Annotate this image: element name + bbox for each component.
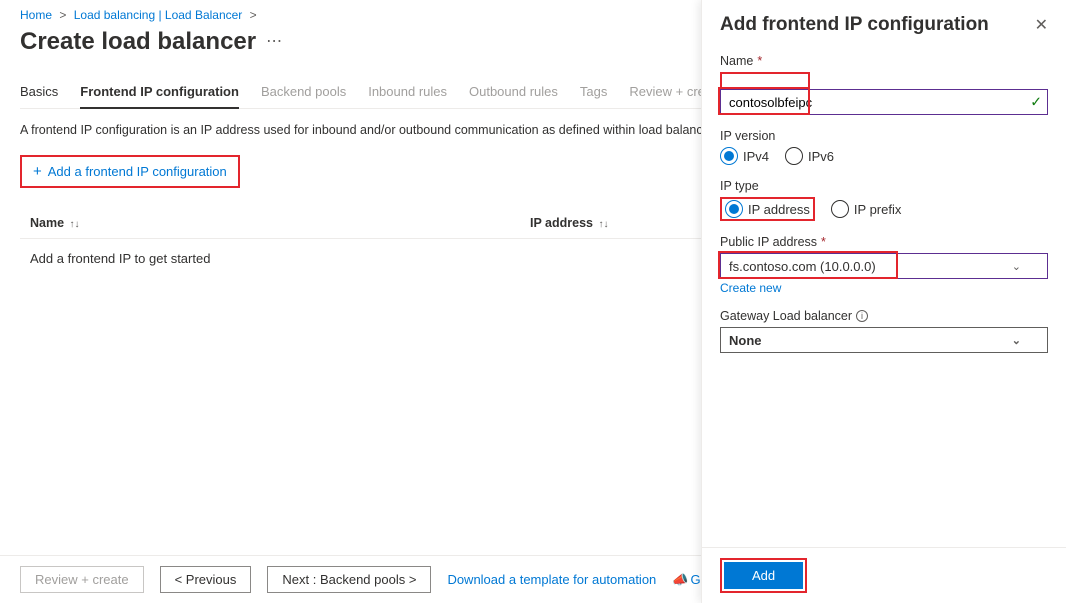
gateway-value: None <box>729 333 762 348</box>
radio-ip-address[interactable]: IP address <box>725 200 810 218</box>
feedback-icon: 📣 <box>672 572 688 587</box>
breadcrumb-lb[interactable]: Load balancing | Load Balancer <box>74 8 243 22</box>
name-label: Name* <box>720 54 1048 68</box>
tab-tags[interactable]: Tags <box>580 78 607 108</box>
public-ip-select[interactable]: fs.contoso.com (10.0.0.0) ⌄ <box>720 253 1048 279</box>
tab-backend-pools[interactable]: Backend pools <box>261 78 346 108</box>
next-button[interactable]: Next : Backend pools > <box>267 566 431 593</box>
create-new-link[interactable]: Create new <box>720 281 781 295</box>
ipversion-label: IP version <box>720 129 1048 143</box>
required-icon: * <box>757 54 762 68</box>
sort-icon: ↑↓ <box>599 219 609 230</box>
plus-icon: + <box>33 163 42 180</box>
public-ip-label: Public IP address* <box>720 235 1048 249</box>
radio-icon <box>785 147 803 165</box>
radio-ipv6[interactable]: IPv6 <box>785 147 834 165</box>
radio-ipv6-label: IPv6 <box>808 149 834 164</box>
add-frontend-ip-button[interactable]: + Add a frontend IP configuration <box>22 157 238 186</box>
tab-inbound-rules[interactable]: Inbound rules <box>368 78 447 108</box>
review-create-button[interactable]: Review + create <box>20 566 144 593</box>
radio-ip-prefix[interactable]: IP prefix <box>831 200 901 218</box>
chevron-down-icon: ⌄ <box>1012 260 1021 273</box>
gateway-label: Gateway Load balancer i <box>720 309 1048 323</box>
radio-icon <box>720 147 738 165</box>
radio-ip-address-label: IP address <box>748 202 810 217</box>
breadcrumb-home[interactable]: Home <box>20 8 52 22</box>
col-header-ip[interactable]: IP address ↑↓ <box>530 216 730 230</box>
radio-ipv4-label: IPv4 <box>743 149 769 164</box>
highlight-add-button: Add <box>720 558 807 593</box>
radio-ip-prefix-label: IP prefix <box>854 202 901 217</box>
add-frontend-ip-panel: Add frontend IP configuration ✕ Name* ✓ … <box>701 0 1066 603</box>
gateway-select[interactable]: None ⌄ <box>720 327 1048 353</box>
info-icon[interactable]: i <box>856 310 868 322</box>
tab-outbound-rules[interactable]: Outbound rules <box>469 78 558 108</box>
radio-icon <box>725 200 743 218</box>
add-frontend-ip-label: Add a frontend IP configuration <box>48 164 227 179</box>
col-ip-label: IP address <box>530 216 593 230</box>
radio-ipv4[interactable]: IPv4 <box>720 147 769 165</box>
iptype-label: IP type <box>720 179 1048 193</box>
name-input[interactable] <box>720 89 1048 115</box>
col-name-label: Name <box>30 216 64 230</box>
public-ip-value: fs.contoso.com (10.0.0.0) <box>729 259 876 274</box>
breadcrumb-sep: > <box>250 8 257 22</box>
tab-frontend-ip[interactable]: Frontend IP configuration <box>80 78 239 109</box>
check-icon: ✓ <box>1030 94 1042 111</box>
radio-icon <box>831 200 849 218</box>
tab-basics[interactable]: Basics <box>20 78 58 108</box>
close-icon[interactable]: ✕ <box>1035 15 1048 35</box>
highlight-add-frontend: + Add a frontend IP configuration <box>20 155 240 188</box>
chevron-down-icon: ⌄ <box>1012 334 1021 347</box>
panel-title: Add frontend IP configuration <box>720 14 989 36</box>
previous-button[interactable]: < Previous <box>160 566 252 593</box>
download-template-link[interactable]: Download a template for automation <box>447 572 656 587</box>
add-button[interactable]: Add <box>724 562 803 589</box>
breadcrumb-sep: > <box>59 8 66 22</box>
page-title: Create load balancer <box>20 28 256 56</box>
col-header-name[interactable]: Name ↑↓ <box>30 216 530 230</box>
highlight-ip-address-radio: IP address <box>720 197 815 221</box>
required-icon: * <box>821 235 826 249</box>
sort-icon: ↑↓ <box>70 219 80 230</box>
more-icon[interactable]: ⋯ <box>266 31 282 53</box>
